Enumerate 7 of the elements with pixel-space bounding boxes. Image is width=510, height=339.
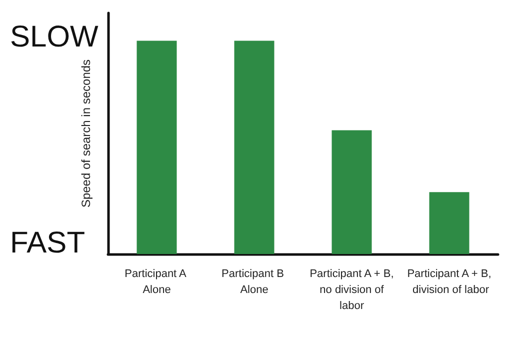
x-tick-label: Participant A Alone — [124, 268, 189, 296]
x-tick-label: Participant B Alone — [222, 268, 287, 296]
x-tick-label: Participant A + B, division of labor — [407, 268, 492, 296]
text: SLOW — [10, 20, 100, 54]
y-axis-title: Speed of search in seconds — [79, 59, 93, 208]
text: FAST — [10, 226, 86, 260]
x-tick-label: Participant A + B, no division of labor — [310, 268, 394, 312]
